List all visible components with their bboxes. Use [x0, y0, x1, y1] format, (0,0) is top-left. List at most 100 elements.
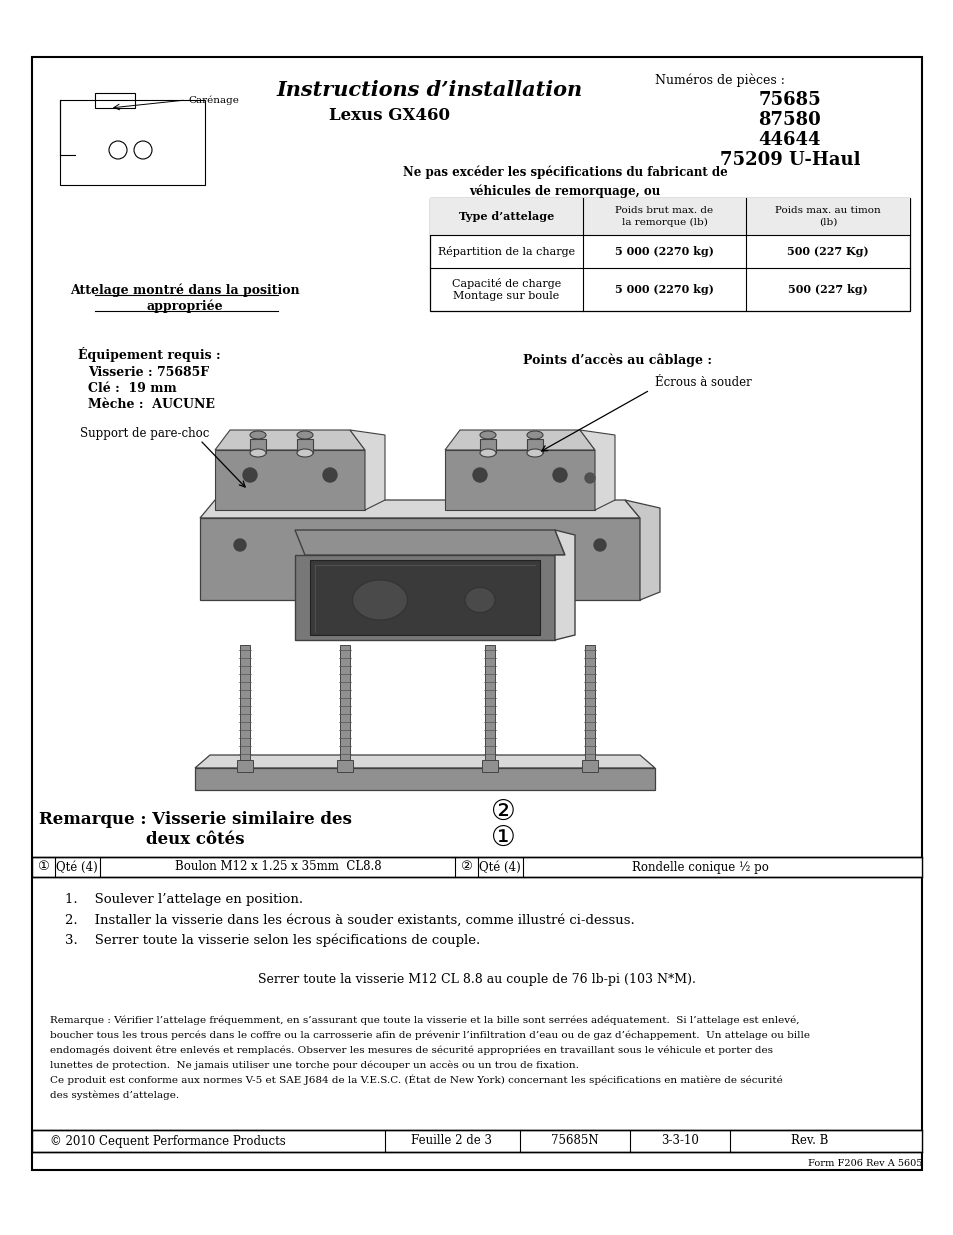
Text: endomagés doivent être enlevés et remplacés. Observer les mesures de sécurité ap: endomagés doivent être enlevés et rempla…: [50, 1045, 772, 1055]
Text: ①: ①: [37, 861, 49, 873]
Circle shape: [323, 468, 336, 482]
Text: Qté (4): Qté (4): [56, 861, 98, 873]
Text: Mèche :  AUCUNE: Mèche : AUCUNE: [88, 398, 214, 410]
Ellipse shape: [250, 450, 266, 457]
Circle shape: [553, 468, 566, 482]
Text: 3-3-10: 3-3-10: [660, 1135, 699, 1147]
Text: Remarque : Visserie similaire des: Remarque : Visserie similaire des: [38, 811, 351, 829]
Polygon shape: [214, 430, 365, 450]
Polygon shape: [294, 555, 555, 640]
Text: boucher tous les trous percés dans le coffre ou la carrosserie afin de prévenir : boucher tous les trous percés dans le co…: [50, 1030, 809, 1040]
Text: Rondelle conique ½ po: Rondelle conique ½ po: [631, 861, 767, 873]
Bar: [481, 760, 497, 772]
Text: deux côtés: deux côtés: [146, 831, 244, 848]
Ellipse shape: [526, 450, 542, 457]
Text: ②: ②: [490, 798, 515, 826]
Ellipse shape: [464, 588, 495, 613]
Text: 500 (227 kg): 500 (227 kg): [787, 284, 867, 295]
Bar: [479, 438, 496, 453]
Text: Qté (4): Qté (4): [478, 861, 520, 873]
Polygon shape: [350, 430, 385, 510]
Circle shape: [584, 473, 595, 483]
Polygon shape: [444, 430, 595, 450]
Bar: [250, 438, 266, 453]
Bar: [336, 760, 353, 772]
Text: 75685N: 75685N: [551, 1135, 598, 1147]
Text: 3.    Serrer toute la visserie selon les spécifications de couple.: 3. Serrer toute la visserie selon les sp…: [65, 934, 479, 947]
Polygon shape: [555, 530, 575, 640]
Text: Points d’accès au câblage :: Points d’accès au câblage :: [523, 353, 712, 367]
Text: 5 000 (2270 kg): 5 000 (2270 kg): [615, 246, 713, 257]
Polygon shape: [444, 450, 595, 510]
Ellipse shape: [479, 431, 496, 438]
Circle shape: [243, 468, 256, 482]
Polygon shape: [200, 500, 639, 517]
Text: Répartition de la charge: Répartition de la charge: [437, 246, 575, 257]
Ellipse shape: [479, 450, 496, 457]
Text: 500 (227 Kg): 500 (227 Kg): [786, 246, 868, 257]
Circle shape: [594, 538, 605, 551]
Text: 44644: 44644: [758, 131, 821, 149]
Bar: [296, 438, 313, 453]
Text: des systèmes d’attelage.: des systèmes d’attelage.: [50, 1091, 179, 1099]
Ellipse shape: [526, 431, 542, 438]
Ellipse shape: [250, 431, 266, 438]
Circle shape: [233, 538, 246, 551]
Bar: [584, 645, 595, 760]
Text: 87580: 87580: [758, 111, 821, 128]
Bar: [339, 645, 350, 760]
Text: Support de pare-choc: Support de pare-choc: [80, 426, 209, 440]
Text: 2.    Installer la visserie dans les écrous à souder existants, comme illustré c: 2. Installer la visserie dans les écrous…: [65, 914, 634, 926]
Text: Capacité de charge
Montage sur boule: Capacité de charge Montage sur boule: [452, 278, 560, 301]
Text: Ne pas excéder les spécifications du fabricant de
véhicules de remorquage, ou: Ne pas excéder les spécifications du fab…: [402, 165, 726, 198]
Bar: [32, 857, 921, 877]
Text: 75209 U-Haul: 75209 U-Haul: [719, 151, 860, 169]
Circle shape: [473, 468, 486, 482]
Polygon shape: [200, 517, 639, 600]
Text: Numéros de pièces :: Numéros de pièces :: [655, 73, 784, 86]
Polygon shape: [624, 500, 659, 600]
Text: © 2010 Cequent Performance Products: © 2010 Cequent Performance Products: [50, 1135, 286, 1147]
Polygon shape: [579, 430, 615, 510]
Bar: [430, 198, 909, 311]
Polygon shape: [194, 768, 655, 790]
Polygon shape: [294, 530, 564, 555]
Text: Form F206 Rev A 5605: Form F206 Rev A 5605: [807, 1158, 921, 1167]
Polygon shape: [194, 755, 655, 768]
Bar: [484, 645, 495, 760]
Text: ①: ①: [490, 824, 515, 852]
Text: Remarque : Vérifier l’attelage fréquemment, en s’assurant que toute la visserie : Remarque : Vérifier l’attelage fréquemme…: [50, 1015, 799, 1025]
Bar: [60, 100, 205, 185]
Text: Clé :  19 mm: Clé : 19 mm: [88, 382, 176, 394]
Text: 1.    Soulever l’attelage en position.: 1. Soulever l’attelage en position.: [65, 893, 303, 906]
Text: Instructions d’installation: Instructions d’installation: [276, 80, 582, 100]
Text: lunettes de protection.  Ne jamais utiliser une torche pour découper un accès ou: lunettes de protection. Ne jamais utilis…: [50, 1061, 578, 1070]
Text: appropriée: appropriée: [147, 299, 223, 312]
Text: Type d’attelage: Type d’attelage: [458, 211, 554, 222]
Polygon shape: [310, 559, 539, 635]
Bar: [32, 1130, 921, 1152]
Bar: [240, 645, 250, 760]
Bar: [95, 93, 135, 107]
Text: 5 000 (2270 kg): 5 000 (2270 kg): [615, 284, 713, 295]
Text: Écrous à souder: Écrous à souder: [655, 377, 751, 389]
Polygon shape: [214, 450, 365, 510]
Text: Carénage: Carénage: [188, 95, 238, 105]
Bar: [236, 760, 253, 772]
Text: Équipement requis :: Équipement requis :: [78, 347, 220, 363]
Text: Ce produit est conforme aux normes V-5 et SAE J684 de la V.E.S.C. (État de New Y: Ce produit est conforme aux normes V-5 e…: [50, 1074, 781, 1086]
Ellipse shape: [352, 580, 407, 620]
Text: Serrer toute la visserie M12 CL 8.8 au couple de 76 lb-pi (103 N*M).: Serrer toute la visserie M12 CL 8.8 au c…: [258, 973, 695, 987]
Text: Boulon M12 x 1.25 x 35mm  CL8.8: Boulon M12 x 1.25 x 35mm CL8.8: [174, 861, 381, 873]
Text: 75685: 75685: [758, 91, 821, 109]
Text: Attelage montré dans la position: Attelage montré dans la position: [71, 283, 299, 296]
Text: Feuille 2 de 3: Feuille 2 de 3: [411, 1135, 492, 1147]
Bar: [581, 760, 598, 772]
Ellipse shape: [296, 431, 313, 438]
Text: ②: ②: [459, 861, 472, 873]
Text: Visserie : 75685F: Visserie : 75685F: [88, 366, 209, 378]
Text: Poids brut max. de
la remorque (lb): Poids brut max. de la remorque (lb): [615, 206, 713, 227]
Bar: [526, 438, 542, 453]
Text: Rev. B: Rev. B: [790, 1135, 828, 1147]
Text: Poids max. au timon
(lb): Poids max. au timon (lb): [774, 206, 880, 226]
